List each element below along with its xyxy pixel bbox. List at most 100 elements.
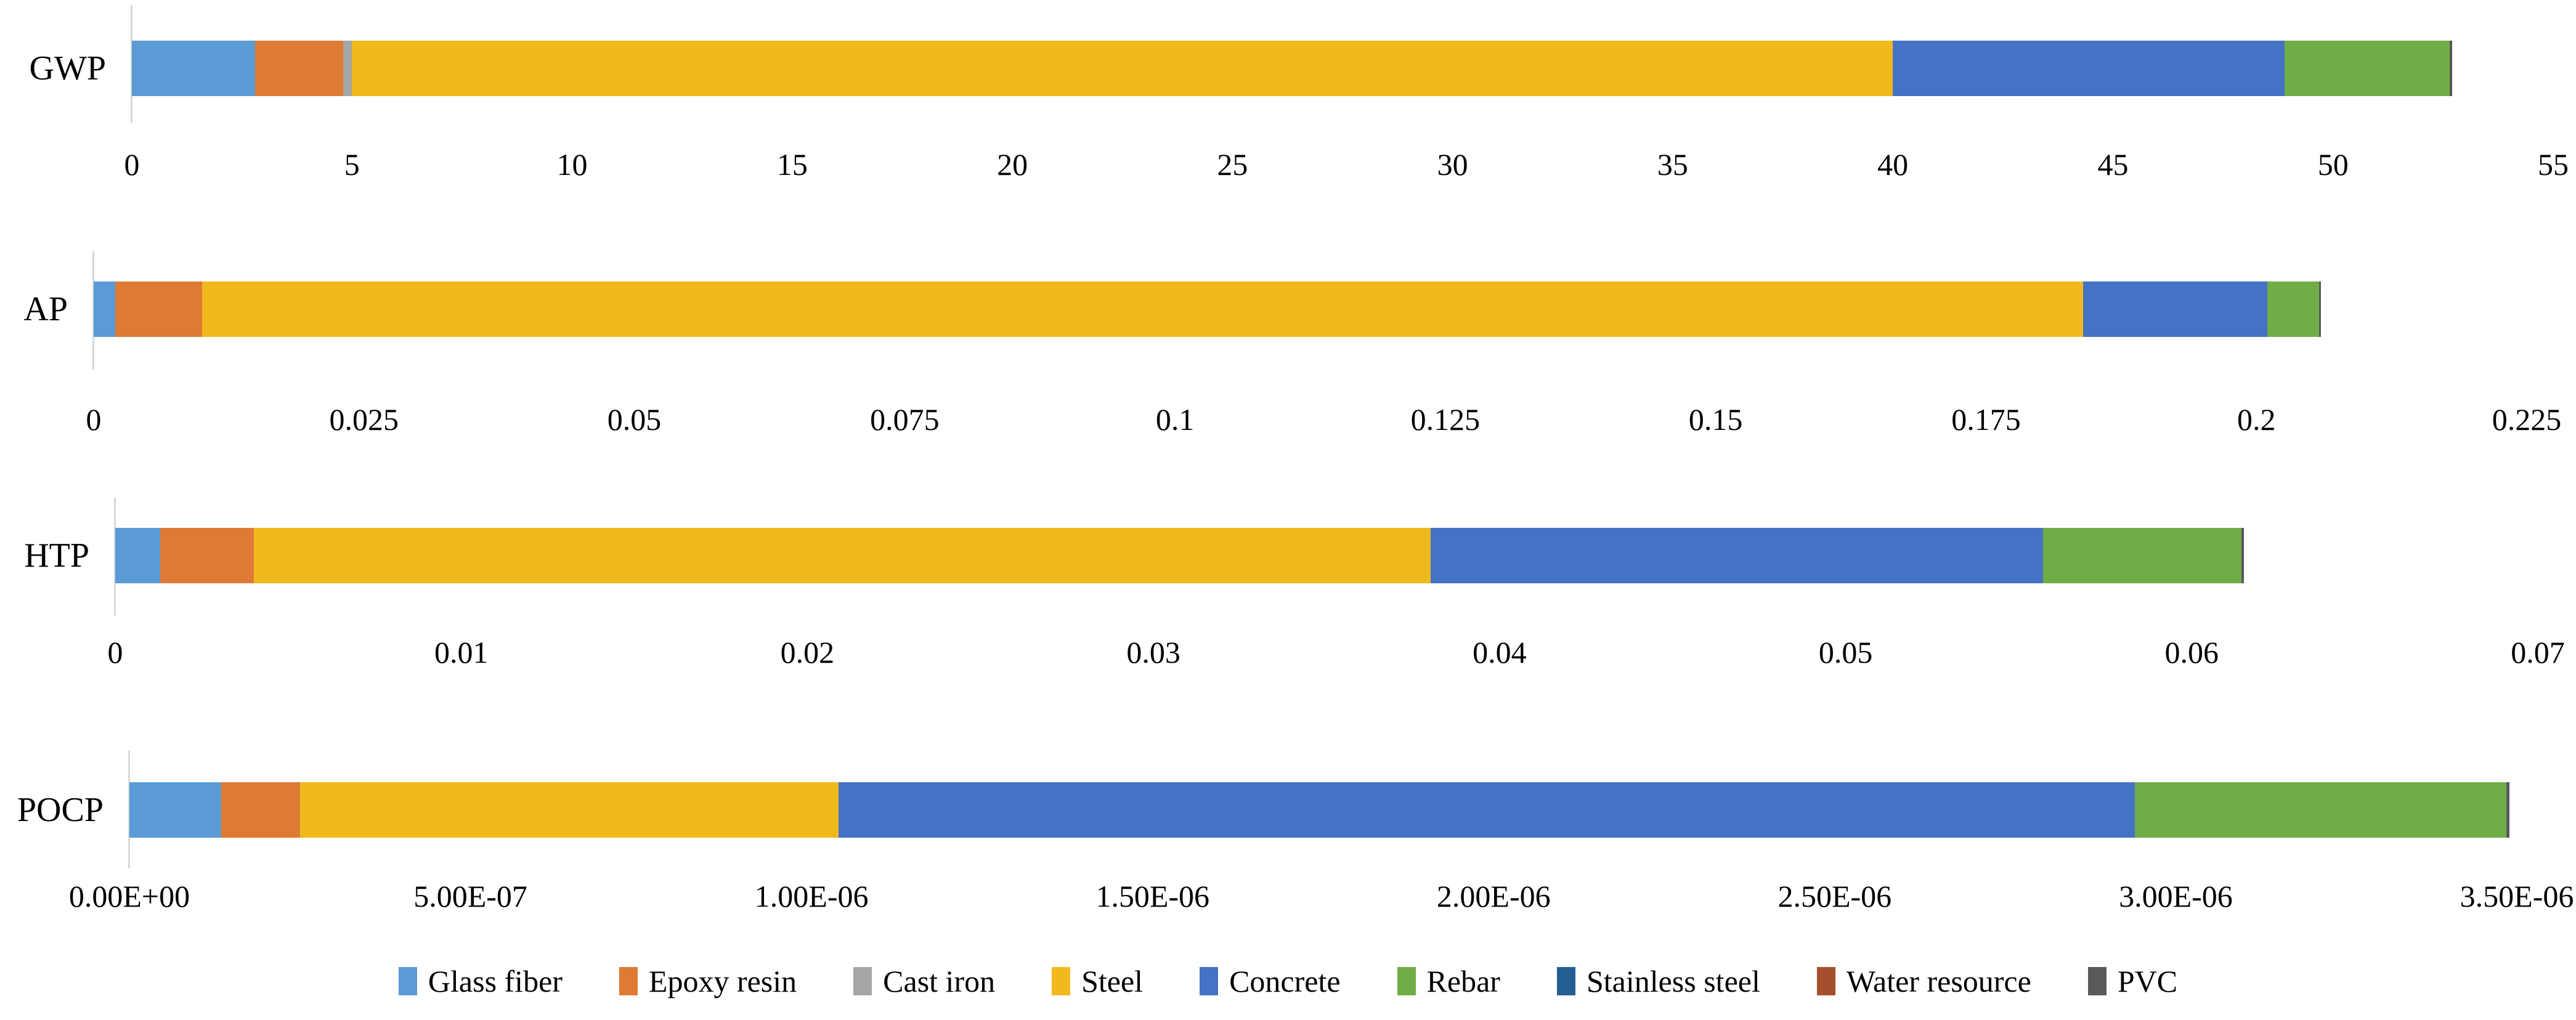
segment-concrete bbox=[2083, 281, 2267, 337]
segment-glass-fiber bbox=[132, 41, 256, 96]
x-tick-label: 0 bbox=[107, 635, 123, 670]
x-tick-label: 55 bbox=[2538, 147, 2569, 182]
x-axis-ticks: 0 5 10 15 20 25 30 35 40 45 50 55 bbox=[0, 0, 2576, 246]
x-tick-label: 0.15 bbox=[1688, 402, 1743, 437]
legend-label: Cast iron bbox=[883, 964, 996, 998]
segment-steel bbox=[352, 41, 1893, 96]
legend-swatch-icon bbox=[398, 967, 417, 995]
x-axis-ticks: 0 0.01 0.02 0.03 0.04 0.05 0.06 0.07 bbox=[0, 493, 2576, 745]
x-tick-label: 0.2 bbox=[2237, 402, 2276, 437]
chart-row-htp: HTP 0 0.01 0.02 0.03 0.04 0.05 0.06 0.07 bbox=[0, 493, 2576, 745]
legend-swatch-icon bbox=[1397, 967, 1416, 995]
category-label: AP bbox=[23, 290, 68, 328]
x-tick-label: 15 bbox=[776, 147, 808, 182]
y-axis-line bbox=[92, 251, 94, 370]
x-tick-label: 0.04 bbox=[1473, 635, 1527, 670]
legend-label: Stainless steel bbox=[1586, 964, 1760, 998]
x-axis-ticks: 0 0.025 0.05 0.075 0.1 0.125 0.15 0.175 0.2 0.225 bbox=[0, 246, 2576, 493]
legend-swatch-icon bbox=[1816, 967, 1835, 995]
legend-swatch-icon bbox=[1200, 967, 1219, 995]
x-tick-label: 0 bbox=[86, 402, 102, 437]
segment-pvc bbox=[2450, 41, 2452, 96]
legend-item-concrete: Concrete bbox=[1200, 963, 1341, 999]
legend-item-stainless-steel: Stainless steel bbox=[1556, 963, 1760, 999]
x-tick-label: 1.50E-06 bbox=[1095, 879, 1210, 913]
legend-item-pvc: PVC bbox=[2087, 963, 2178, 999]
x-tick-label: 40 bbox=[1877, 147, 1909, 182]
x-tick-label: 0.075 bbox=[870, 402, 940, 437]
stacked-bar bbox=[115, 528, 2538, 583]
legend-swatch-icon bbox=[619, 967, 638, 995]
segment-glass-fiber bbox=[129, 782, 222, 838]
category-label: HTP bbox=[24, 536, 89, 575]
segment-rebar bbox=[2267, 281, 2319, 337]
y-axis-line bbox=[114, 498, 116, 616]
x-axis-ticks: 0.00E+00 5.00E-07 1.00E-06 1.50E-06 2.00E-06… bbox=[0, 745, 2576, 955]
stacked-bar bbox=[129, 782, 2517, 838]
legend-item-cast-iron: Cast iron bbox=[853, 963, 995, 999]
legend-item-epoxy-resin: Epoxy resin bbox=[619, 963, 797, 999]
x-tick-label: 0 bbox=[124, 147, 140, 182]
x-tick-label: 0.1 bbox=[1155, 402, 1195, 437]
segment-concrete bbox=[1430, 528, 2043, 583]
chart-row-ap: AP 0 0.025 0.05 0.075 0.1 0.125 0.15 0.175 0.2 0.… bbox=[0, 246, 2576, 493]
x-tick-label: 0.05 bbox=[1818, 635, 1873, 670]
x-tick-label: 2.50E-06 bbox=[1778, 879, 1892, 913]
x-tick-label: 10 bbox=[556, 147, 588, 182]
segment-epoxy-resin bbox=[115, 281, 202, 337]
x-tick-label: 30 bbox=[1437, 147, 1468, 182]
segment-rebar bbox=[2042, 528, 2241, 583]
x-tick-label: 0.125 bbox=[1410, 402, 1481, 437]
x-tick-label: 50 bbox=[2317, 147, 2349, 182]
legend-label: Epoxy resin bbox=[648, 964, 797, 998]
segment-steel bbox=[299, 782, 839, 838]
legend-item-rebar: Rebar bbox=[1397, 963, 1500, 999]
x-tick-label: 0.01 bbox=[434, 635, 489, 670]
segment-concrete bbox=[1893, 41, 2285, 96]
legend-label: PVC bbox=[2117, 964, 2178, 998]
x-tick-label: 0.02 bbox=[780, 635, 835, 670]
legend-item-water-resource: Water resource bbox=[1816, 963, 2031, 999]
x-tick-label: 45 bbox=[2097, 147, 2129, 182]
x-tick-label: 0.06 bbox=[2164, 635, 2219, 670]
x-tick-label: 0.00E+00 bbox=[68, 879, 190, 913]
category-label: GWP bbox=[29, 49, 106, 87]
segment-glass-fiber bbox=[94, 281, 116, 337]
legend-label: Concrete bbox=[1229, 964, 1341, 998]
x-tick-label: 1.00E-06 bbox=[754, 879, 869, 913]
legend-swatch-icon bbox=[1556, 967, 1575, 995]
x-tick-label: 0.025 bbox=[329, 402, 399, 437]
y-axis-line bbox=[128, 750, 130, 868]
legend-swatch-icon bbox=[853, 967, 872, 995]
x-tick-label: 5 bbox=[344, 147, 360, 182]
x-tick-label: 35 bbox=[1657, 147, 1688, 182]
x-tick-label: 3.00E-06 bbox=[2119, 879, 2233, 913]
chart-row-gwp: GWP 0 5 10 15 20 25 30 35 40 45 50 55 bbox=[0, 0, 2576, 246]
segment-epoxy-resin bbox=[160, 528, 254, 583]
x-tick-label: 0.175 bbox=[1951, 402, 2021, 437]
segment-glass-fiber bbox=[115, 528, 161, 583]
stacked-bar bbox=[94, 281, 2527, 337]
legend-swatch-icon bbox=[1052, 967, 1071, 995]
segment-steel bbox=[201, 281, 2084, 337]
legend-label: Water resource bbox=[1846, 964, 2031, 998]
x-tick-label: 5.00E-07 bbox=[413, 879, 527, 913]
segment-concrete bbox=[839, 782, 2135, 838]
segment-pvc bbox=[2241, 528, 2244, 583]
legend-item-glass-fiber: Glass fiber bbox=[398, 963, 563, 999]
segment-rebar bbox=[2285, 41, 2450, 96]
x-tick-label: 3.50E-06 bbox=[2460, 879, 2574, 913]
legend-label: Steel bbox=[1081, 964, 1144, 998]
legend-label: Rebar bbox=[1426, 964, 1500, 998]
stacked-bar bbox=[132, 41, 2553, 96]
legend-item-steel: Steel bbox=[1052, 963, 1143, 999]
x-tick-label: 2.00E-06 bbox=[1436, 879, 1551, 913]
legend-swatch-icon bbox=[2087, 967, 2107, 995]
segment-pvc bbox=[2506, 782, 2509, 838]
y-axis-line bbox=[131, 5, 132, 123]
segment-epoxy-resin bbox=[255, 41, 343, 96]
x-tick-label: 20 bbox=[997, 147, 1028, 182]
legend-label: Glass fiber bbox=[428, 964, 563, 998]
x-tick-label: 0.05 bbox=[607, 402, 662, 437]
